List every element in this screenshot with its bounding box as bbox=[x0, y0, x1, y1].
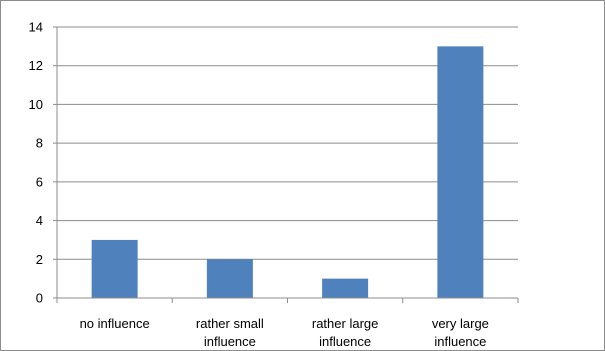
x-axis bbox=[56, 27, 519, 303]
x-tick-label: rather large influence bbox=[312, 316, 378, 349]
bar bbox=[322, 278, 369, 298]
y-axis-ticks: 0 2 4 6 8 10 12 14 bbox=[29, 20, 57, 306]
x-tick-label: rather small influence bbox=[196, 316, 264, 349]
y-tick-label: 2 bbox=[36, 252, 43, 267]
bars bbox=[91, 46, 484, 298]
y-tick-label: 6 bbox=[36, 174, 43, 189]
x-axis-labels: no influence rather small influence rather … bbox=[80, 316, 489, 349]
y-tick-label: 8 bbox=[36, 136, 43, 151]
y-tick-label: 0 bbox=[36, 291, 43, 306]
y-tick-label: 12 bbox=[29, 58, 43, 73]
y-tick-label: 10 bbox=[29, 97, 43, 112]
y-tick-label: 4 bbox=[36, 213, 43, 228]
bar bbox=[437, 46, 484, 298]
x-tick-label: very large influence bbox=[432, 316, 489, 349]
bar bbox=[206, 259, 253, 298]
bar bbox=[91, 239, 138, 298]
x-tick-label: no influence bbox=[80, 316, 150, 331]
y-tick-label: 14 bbox=[29, 20, 43, 35]
